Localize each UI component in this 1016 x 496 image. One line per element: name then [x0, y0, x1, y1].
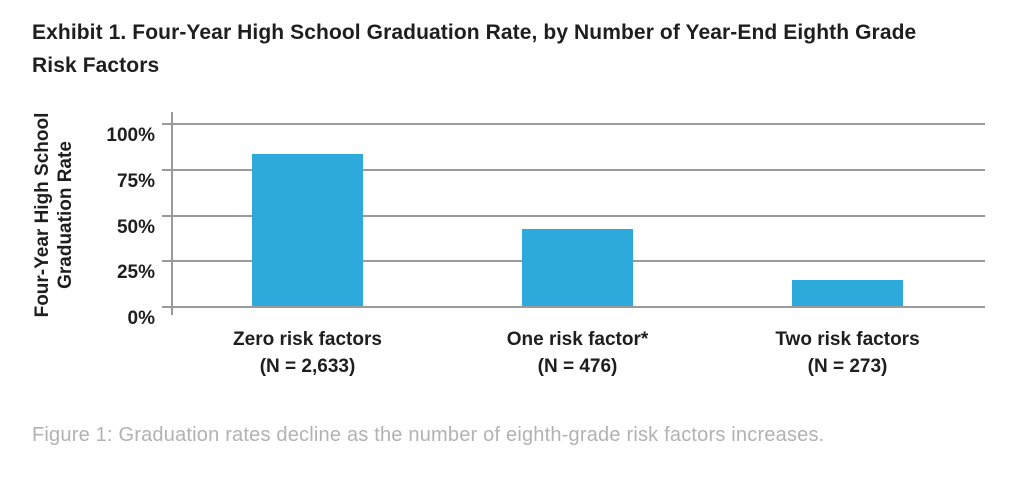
gridline — [162, 123, 985, 125]
bar-1 — [252, 154, 363, 306]
y-axis-line — [171, 112, 173, 315]
x-category-n: (N = 273) — [807, 356, 888, 377]
bar-3 — [792, 280, 903, 306]
x-category-label: One risk factor* (N = 476) — [438, 326, 718, 380]
chart-title: Exhibit 1. Four-Year High School Graduat… — [32, 16, 916, 82]
x-category-n: (N = 476) — [537, 356, 618, 377]
x-category-name: Zero risk factors — [233, 329, 382, 350]
x-category-label: Zero risk factors (N = 2,633) — [168, 326, 448, 380]
chart-title-line-2: Risk Factors — [32, 54, 160, 77]
x-category-n: (N = 2,633) — [259, 356, 356, 377]
bar-chart: Four-Year High School Graduation Rate 10… — [0, 100, 1016, 400]
figure-caption: Figure 1: Graduation rates decline as th… — [32, 424, 825, 446]
plot-area — [162, 112, 985, 315]
x-category-name: One risk factor* — [506, 329, 649, 350]
y-tick-label: 75% — [116, 170, 155, 192]
gridline — [162, 306, 985, 308]
x-category-name: Two risk factors — [775, 329, 920, 350]
y-tick-label: 100% — [106, 125, 155, 146]
gridline — [162, 214, 985, 217]
chart-title-line-1: Exhibit 1. Four-Year High School Graduat… — [32, 21, 917, 44]
y-tick-label: 0% — [127, 308, 155, 329]
x-category-label: Two risk factors (N = 273) — [708, 326, 988, 380]
y-tick-label: 50% — [116, 216, 155, 238]
gridline — [162, 168, 985, 171]
bar-2 — [522, 229, 633, 306]
y-tick-label: 25% — [116, 262, 155, 284]
